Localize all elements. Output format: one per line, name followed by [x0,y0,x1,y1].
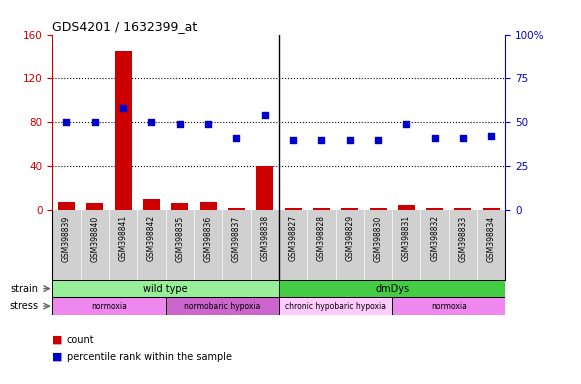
Text: count: count [67,335,95,345]
Bar [114,51,131,210]
Point [487,133,496,139]
Text: ■: ■ [52,335,63,345]
Point [401,121,411,127]
Bar [52,297,166,315]
Text: strain: strain [10,284,38,294]
Bar [52,280,279,297]
Point [430,135,439,141]
Bar [228,208,245,210]
Text: chronic hypobaric hypoxia: chronic hypobaric hypoxia [285,301,386,311]
Text: GSM398831: GSM398831 [402,215,411,262]
Bar [166,297,279,315]
Text: GSM398833: GSM398833 [458,215,468,262]
Text: GSM398836: GSM398836 [203,215,213,262]
Bar [483,208,500,210]
Bar [171,203,188,210]
Bar [58,202,75,210]
Text: GSM398830: GSM398830 [374,215,382,262]
Point [458,135,468,141]
Point [147,119,156,125]
Point [203,121,213,127]
Text: GSM398834: GSM398834 [487,215,496,262]
Bar [454,208,471,210]
Text: GSM398829: GSM398829 [345,215,354,262]
Text: normoxia: normoxia [431,301,467,311]
Text: stress: stress [9,301,38,311]
Text: GSM398837: GSM398837 [232,215,241,262]
Bar [143,199,160,210]
Bar [279,297,392,315]
Text: GSM398840: GSM398840 [90,215,99,262]
Text: wild type: wild type [144,284,188,294]
Point [119,105,128,111]
Bar [200,202,217,210]
Text: percentile rank within the sample: percentile rank within the sample [67,352,232,362]
Bar [279,280,505,297]
Point [374,137,383,143]
Text: normobaric hypoxia: normobaric hypoxia [184,301,260,311]
Bar [426,208,443,210]
Text: GSM398828: GSM398828 [317,215,326,262]
Point [288,137,297,143]
Text: ■: ■ [52,352,63,362]
Point [260,112,270,118]
Bar [256,166,273,210]
Text: GDS4201 / 1632399_at: GDS4201 / 1632399_at [52,20,198,33]
Text: GSM398842: GSM398842 [147,215,156,262]
Bar [370,208,386,210]
Bar [285,208,302,210]
Text: GSM398832: GSM398832 [430,215,439,262]
Bar [313,208,330,210]
Point [317,137,326,143]
Point [232,135,241,141]
Text: GSM398839: GSM398839 [62,215,71,262]
Text: GSM398838: GSM398838 [260,215,269,262]
Text: GSM398827: GSM398827 [289,215,297,262]
Text: dmDys: dmDys [375,284,409,294]
Bar [392,297,505,315]
Bar [341,208,358,210]
Text: normoxia: normoxia [91,301,127,311]
Text: GSM398835: GSM398835 [175,215,184,262]
Point [90,119,99,125]
Point [175,121,184,127]
Point [62,119,71,125]
Point [345,137,354,143]
Bar [86,203,103,210]
Bar [398,205,415,210]
Text: GSM398841: GSM398841 [119,215,128,262]
